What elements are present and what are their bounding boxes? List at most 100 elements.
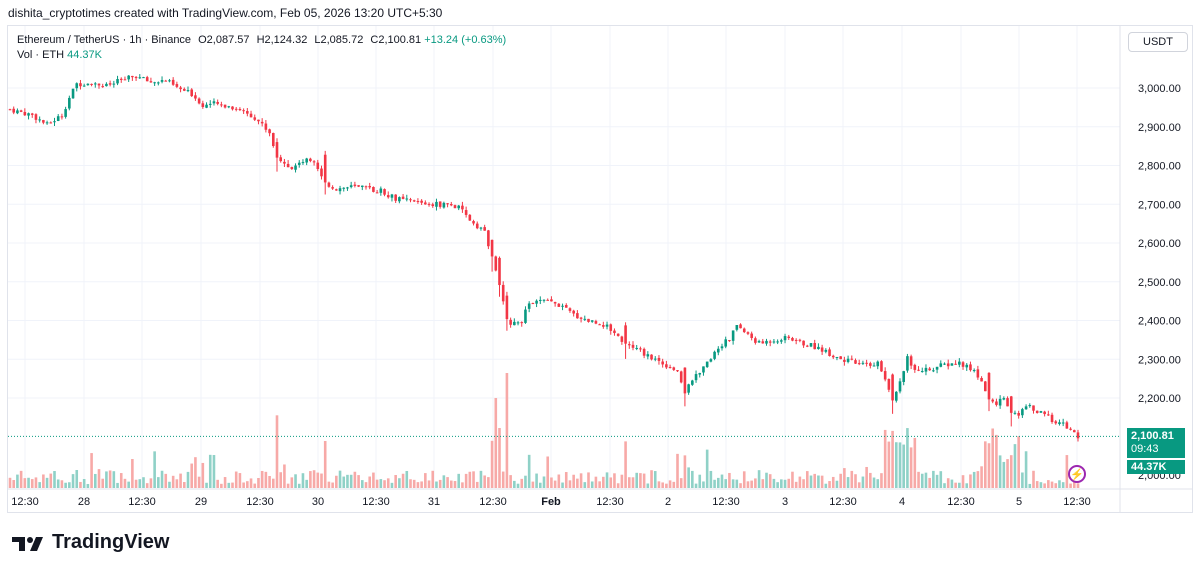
volume-bar — [208, 454, 212, 488]
candle-body — [1013, 412, 1017, 414]
candle-body — [394, 194, 397, 201]
candle-body — [64, 109, 67, 117]
volume-bar — [186, 471, 190, 488]
volume-bar — [301, 473, 305, 488]
volume-bar — [323, 440, 327, 488]
candle-body — [820, 347, 824, 352]
volume-bar — [564, 472, 568, 488]
candle-body — [75, 83, 79, 89]
volume-bar — [679, 478, 683, 488]
currency-button[interactable]: USDT — [1128, 32, 1188, 52]
candle-body — [312, 161, 316, 163]
symbol-title[interactable]: Ethereum / TetherUS · 1h · Binance — [17, 34, 192, 46]
x-tick-label: 12:30 — [712, 496, 740, 508]
volume-bar — [928, 477, 931, 488]
candle-body — [275, 142, 279, 158]
volume-bar — [34, 477, 38, 488]
volume-bar — [861, 476, 865, 488]
candle-body — [1035, 410, 1039, 413]
volume-bar — [1054, 483, 1058, 488]
candle-body — [427, 203, 431, 205]
lightning-icon[interactable]: ⚡ — [1068, 465, 1086, 483]
volume-bar — [23, 478, 27, 488]
candle-body — [116, 79, 119, 84]
volume-bar — [8, 477, 12, 488]
volume-bar — [494, 398, 498, 488]
candle-body — [212, 101, 216, 104]
candle-body — [1076, 432, 1080, 439]
volume-bar — [386, 478, 390, 488]
volume-bar — [182, 482, 186, 488]
volume-bar — [105, 471, 108, 488]
candle-body — [182, 88, 186, 91]
candle-body — [835, 356, 839, 358]
volume-bar — [501, 471, 505, 488]
volume-bar — [297, 483, 301, 488]
candle-body — [449, 204, 453, 206]
candle-body — [424, 202, 427, 205]
volume-bar — [349, 474, 353, 488]
volume-bar — [45, 477, 49, 488]
x-tick-label: 12:30 — [128, 496, 156, 508]
volume-bar — [242, 482, 245, 488]
volume-bar — [131, 459, 134, 488]
x-tick-label: 3 — [782, 496, 788, 508]
volume-bar — [987, 443, 991, 488]
volume-bar — [894, 442, 898, 488]
volume-bar — [820, 475, 824, 488]
volume-bar — [805, 471, 809, 488]
candle-body — [787, 336, 791, 338]
y-tick-label: 2,300.00 — [1138, 354, 1181, 366]
candle-body — [157, 82, 160, 84]
candle-body — [1054, 421, 1058, 424]
volume-bar — [902, 444, 906, 488]
x-tick-label: 2 — [665, 496, 671, 508]
candle-body — [1006, 398, 1009, 407]
candle-body — [1028, 405, 1032, 407]
candle-body — [898, 381, 902, 392]
candle-body — [201, 103, 205, 107]
volume-bar — [843, 468, 846, 488]
candle-body — [716, 348, 720, 353]
volume-bar — [190, 463, 194, 488]
volume-bar — [835, 480, 839, 488]
volume-bar — [1013, 444, 1017, 488]
volume-bar — [813, 473, 817, 488]
candle-body — [1069, 428, 1072, 430]
volume-bar — [661, 482, 664, 488]
candle-body — [1065, 422, 1069, 429]
volume-bar — [27, 477, 30, 488]
volume-bar — [958, 482, 961, 488]
y-tick-label: 2,800.00 — [1138, 161, 1181, 173]
candle-body — [93, 83, 97, 85]
candle-body — [902, 371, 906, 382]
last-price: 2,100.81 — [1131, 430, 1174, 442]
candle-body — [605, 324, 609, 327]
candle-body — [579, 317, 583, 319]
volume-bar — [1065, 455, 1069, 488]
candle-body — [672, 367, 676, 370]
volume-bar — [86, 483, 90, 488]
candle-body — [1058, 422, 1061, 425]
candle-body — [995, 401, 998, 405]
volume-bar — [691, 470, 694, 488]
candle-body — [520, 322, 524, 324]
volume-bar — [398, 478, 401, 488]
volume-bar — [79, 481, 82, 488]
volume-title[interactable]: Vol · ETH — [17, 49, 65, 61]
candle-body — [438, 201, 442, 207]
candle-body — [186, 90, 190, 92]
candle-body — [783, 336, 787, 341]
volume-bar — [969, 474, 972, 488]
candle-body — [531, 303, 535, 305]
volume-bar — [42, 474, 45, 488]
volume-bar — [216, 479, 219, 488]
candle-body — [998, 398, 1002, 406]
volume-bar — [364, 482, 368, 488]
candle-body — [119, 78, 123, 80]
volume-bar — [383, 480, 386, 488]
volume-bar — [542, 476, 546, 488]
candle-body — [208, 103, 212, 105]
volume-bar — [316, 472, 320, 488]
